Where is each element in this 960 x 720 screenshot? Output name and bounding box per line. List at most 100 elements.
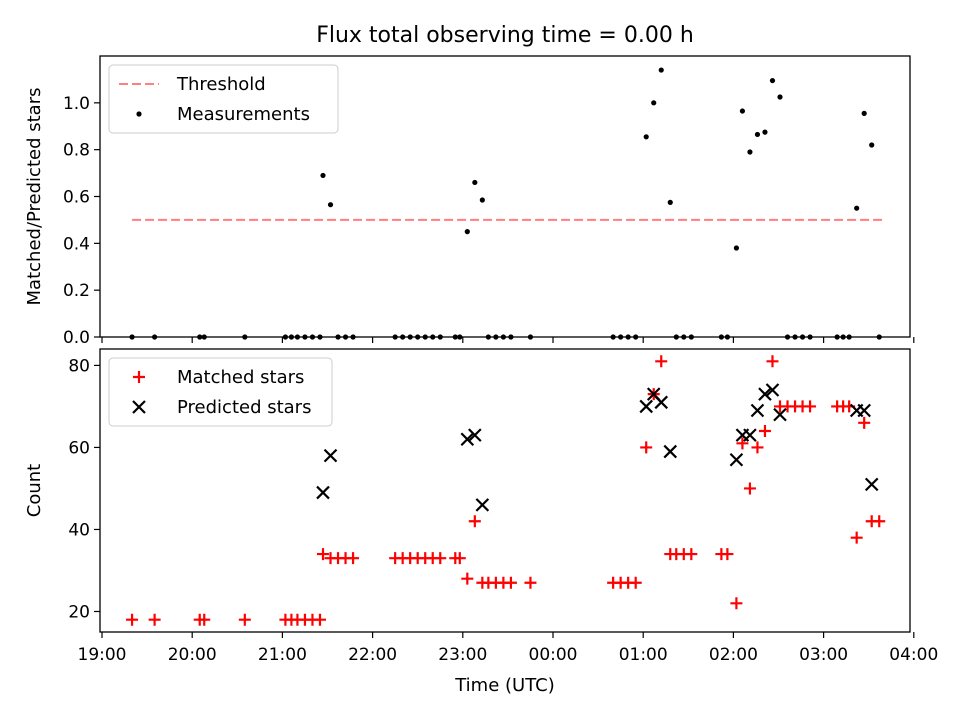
matched-star-point <box>804 400 817 413</box>
matched-star-point <box>685 548 698 561</box>
legend-label: Measurements <box>177 104 310 125</box>
predicted-star-point <box>758 387 772 401</box>
matched-star-point <box>198 613 211 626</box>
series-predicted-stars <box>316 383 879 512</box>
series-matched-stars <box>126 355 886 626</box>
measurement-point <box>658 67 664 73</box>
matched-star-point <box>751 441 764 454</box>
matched-star-point <box>858 416 871 429</box>
y-axis-label: Matched/Predicted stars <box>24 88 45 306</box>
measurement-point <box>651 100 657 106</box>
predicted-star-point <box>857 403 871 418</box>
y-tick-label: 1.0 <box>63 94 90 114</box>
y-tick-label: 0.8 <box>63 141 90 161</box>
y-tick-label: 0.6 <box>63 188 90 208</box>
measurement-point <box>733 245 740 251</box>
matched-star-point <box>743 482 756 495</box>
y-tick-label: 80 <box>68 356 90 376</box>
measurement-point <box>479 197 485 203</box>
x-tick-label: 01:00 <box>619 645 668 665</box>
y-tick-label: 20 <box>68 602 90 622</box>
legend-box <box>108 357 333 427</box>
predicted-star-point <box>743 428 757 442</box>
matched-star-point <box>434 552 447 565</box>
legend: Matched stars Predicted stars <box>108 357 333 427</box>
predicted-star-point <box>663 444 678 459</box>
x-axis-label: Time (UTC) <box>454 675 555 696</box>
matched-star-point <box>313 613 326 626</box>
matched-star-point <box>453 552 466 565</box>
y-axis-label: Count <box>24 464 45 517</box>
matched-star-point <box>347 552 360 565</box>
legend-box <box>108 64 339 134</box>
measurement-point <box>769 77 776 84</box>
matched-star-point <box>873 515 886 528</box>
measurement-point <box>861 110 867 116</box>
matched-star-point <box>238 613 251 626</box>
matched-star-point <box>126 613 139 626</box>
measurement-point <box>747 149 753 155</box>
measurement-point <box>777 94 783 100</box>
predicted-star-point <box>323 448 338 463</box>
matched-star-point <box>504 576 517 589</box>
predicted-star-point <box>316 485 330 500</box>
matched-star-point <box>468 515 481 528</box>
predicted-star-point <box>729 452 744 467</box>
y-tick-label: 40 <box>68 520 90 540</box>
predicted-star-point <box>750 403 765 418</box>
matched-star-point <box>461 572 474 585</box>
measurement-point <box>869 142 875 148</box>
x-tick-label: 03:00 <box>799 645 848 665</box>
legend-label: Threshold <box>176 74 266 95</box>
measurement-point <box>854 205 860 211</box>
x-tick-label: 00:00 <box>529 645 578 665</box>
matched-star-point <box>148 613 161 626</box>
matched-star-point <box>629 576 642 589</box>
matched-star-point <box>721 548 734 561</box>
matched-star-point <box>730 597 743 610</box>
matched-star-point <box>766 355 779 368</box>
x-tick-label: 04:00 <box>889 645 938 665</box>
matched-star-point <box>524 576 537 589</box>
predicted-star-point <box>765 383 780 397</box>
matched-star-point <box>850 531 863 544</box>
bottom-panel: 20 40 60 80 19:00 20:00 21:00 22:00 23:00 00:00 01… <box>24 348 938 665</box>
measurement-point <box>464 229 470 235</box>
y-tick-label: 60 <box>68 438 90 458</box>
predicted-star-point <box>468 428 482 442</box>
measurement-point <box>320 172 326 179</box>
legend: Threshold Measurements <box>108 64 339 134</box>
matched-star-point <box>758 425 771 438</box>
x-tick-label: 20:00 <box>168 645 217 665</box>
matched-star-point <box>640 441 653 454</box>
x-tick-label: 02:00 <box>709 645 758 665</box>
measurement-point <box>762 129 768 135</box>
y-tick-label: 0.2 <box>63 281 90 301</box>
predicted-star-point <box>654 395 669 410</box>
matched-star-point <box>736 437 749 450</box>
top-panel: 0.0 0.2 0.4 0.6 0.8 1.0 Matched/Predicted star… <box>24 55 915 348</box>
measurement-point <box>754 131 761 138</box>
measurement-point <box>667 199 673 205</box>
x-tick-label: 22:00 <box>348 645 397 665</box>
x-tick-label: 23:00 <box>438 645 487 665</box>
y-tick-label: 0.0 <box>63 328 90 348</box>
legend-label: Predicted stars <box>177 397 311 418</box>
x-tick-label: 19:00 <box>78 645 127 665</box>
predicted-star-point <box>773 407 787 422</box>
matched-star-point <box>655 355 668 368</box>
predicted-star-point <box>864 477 879 492</box>
legend-swatch-matched <box>133 371 145 383</box>
chart-title: Flux total observing time = 0.00 h <box>316 23 694 48</box>
measurement-point <box>472 179 478 186</box>
predicted-star-point <box>475 498 490 512</box>
legend-swatch-predicted <box>132 400 146 414</box>
predicted-star-point <box>460 432 475 447</box>
y-tick-label: 0.4 <box>63 234 90 254</box>
measurement-point <box>327 202 334 208</box>
legend-swatch-measurements <box>136 111 142 117</box>
measurement-point <box>643 134 649 140</box>
legend-label: Matched stars <box>177 367 304 388</box>
axes-frame <box>99 348 911 633</box>
measurement-point <box>739 108 746 114</box>
